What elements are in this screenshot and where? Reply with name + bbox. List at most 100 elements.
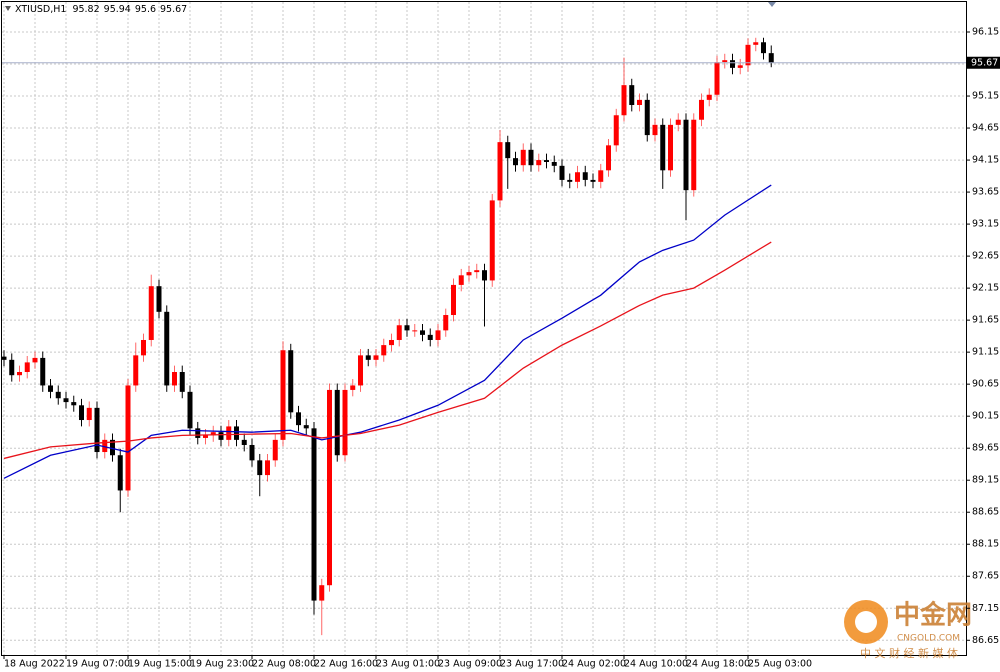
x-tick-label: 24 Aug 18:00 [686, 659, 750, 670]
candle-body [280, 350, 286, 440]
candle-body [598, 170, 604, 182]
candle-body [381, 345, 387, 356]
x-tick-label: 24 Aug 10:00 [624, 659, 688, 670]
candle-body [761, 42, 766, 54]
candle-body [621, 85, 627, 116]
y-tick-label: 96.15 [972, 27, 999, 38]
y-tick-label: 92.15 [972, 283, 999, 294]
y-tick-label: 94.15 [972, 155, 999, 166]
candle-body [699, 99, 704, 120]
candle-body [567, 179, 573, 182]
y-tick-label: 90.65 [972, 379, 999, 390]
y-tick-label: 88.65 [972, 507, 999, 518]
candle-body [482, 270, 487, 281]
candle-body [613, 115, 619, 146]
candle-body [706, 94, 712, 100]
candle-body [737, 65, 743, 68]
candle-body [133, 355, 139, 386]
candle-body [389, 339, 394, 346]
candle-body [218, 432, 224, 440]
candle-body [288, 350, 294, 413]
watermark-site: CNGOLD.COM [897, 634, 960, 644]
watermark-slogan: 中 文 财 经 新 媒 体 [860, 646, 958, 660]
candle-body [55, 391, 61, 399]
candle-body [48, 385, 53, 392]
candle-body [9, 359, 15, 376]
header-open: 95.82 [72, 4, 99, 15]
header-close: 95.67 [160, 4, 187, 15]
candle-body [365, 355, 371, 360]
candle-body [420, 330, 425, 335]
x-tick-label: 22 Aug 08:00 [252, 659, 316, 670]
grid [2, 2, 966, 655]
candle-body [210, 432, 216, 436]
candle-body [427, 334, 433, 340]
candle-body [474, 270, 480, 273]
y-tick-label: 91.15 [972, 347, 999, 358]
y-tick-label: 90.15 [972, 411, 999, 422]
y-tick-label: 87.15 [972, 603, 999, 614]
candle-body [722, 60, 728, 63]
moving-average [3, 184, 772, 479]
candle-body [125, 385, 131, 491]
candle-body [226, 426, 232, 440]
candle-body [249, 444, 255, 461]
y-tick-label: 91.65 [972, 315, 999, 326]
candle-body [164, 311, 170, 386]
candle-body [272, 439, 278, 461]
header-high: 95.94 [104, 4, 131, 15]
watermark-brand: 中金网 [894, 600, 972, 631]
header: XTIUSD,H1 95.82 95.94 95.6 95.67 [15, 4, 187, 15]
x-tick-label: 19 Aug 23:00 [190, 659, 254, 670]
candle-body [637, 99, 642, 106]
shift-marker [768, 2, 776, 7]
candle-body [373, 355, 379, 360]
candle-body [396, 325, 402, 340]
candle-body [520, 149, 526, 166]
watermark: 中金网 CNGOLD.COM 中 文 财 经 新 媒 体 [844, 600, 972, 660]
y-tick-label: 89.65 [972, 443, 999, 454]
candle-body [110, 439, 115, 456]
candle-body [141, 339, 146, 356]
candle-body [675, 119, 681, 125]
candle-body [443, 315, 449, 331]
candle-body [296, 412, 301, 426]
candle-body [241, 439, 247, 445]
candle-body [79, 405, 84, 421]
candle-body [528, 149, 534, 166]
candle-body [156, 286, 162, 312]
candle-body [24, 362, 30, 372]
marks [1, 37, 966, 636]
candle-body [683, 119, 689, 191]
candle-body [40, 357, 46, 386]
candle-body [551, 161, 557, 166]
candle-body [311, 428, 317, 601]
candle-body [536, 160, 542, 166]
candle-body [513, 158, 518, 166]
y-tick-label: 94.65 [972, 123, 999, 134]
candle-body [102, 439, 108, 453]
candle-body [652, 124, 658, 136]
candle-body [582, 172, 588, 180]
candle-body [768, 53, 774, 63]
x-tick-label: 23 Aug 01:00 [376, 659, 440, 670]
candle-body [1, 356, 7, 360]
candle-body [730, 60, 735, 68]
candle-body [148, 286, 154, 340]
header-low: 95.6 [135, 4, 156, 15]
x-tick-label: 22 Aug 16:00 [314, 659, 378, 670]
candle-body [451, 284, 456, 316]
candle-body [660, 124, 666, 171]
candle-body [668, 124, 673, 171]
candle-body [187, 391, 193, 429]
candle-body [195, 428, 201, 438]
candle-body [691, 119, 697, 191]
candle-body [234, 426, 239, 440]
candle-body [644, 99, 650, 136]
candle-body [117, 455, 123, 491]
candle-body [179, 371, 185, 392]
candle-body [257, 460, 263, 476]
candle-body [489, 200, 495, 281]
candle-body [505, 142, 511, 159]
candle-body [319, 585, 325, 601]
